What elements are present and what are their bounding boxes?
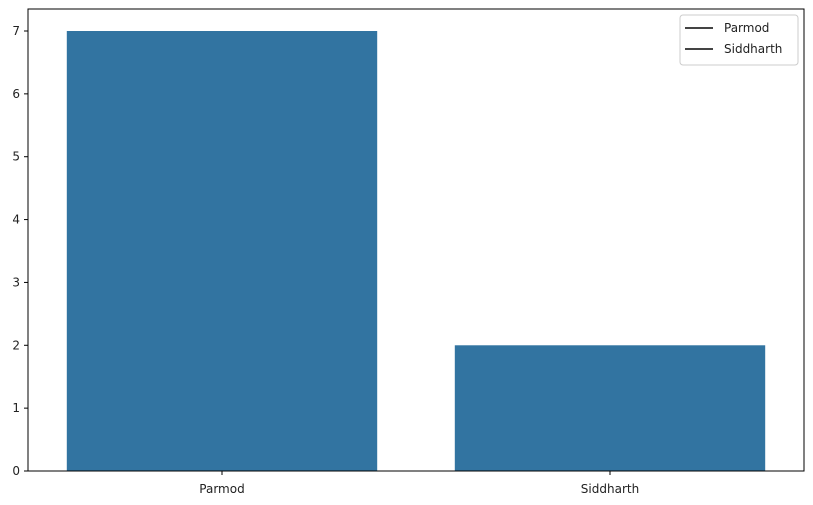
x-tick-label-siddharth: Siddharth	[581, 482, 639, 496]
legend-label-parmod: Parmod	[724, 21, 769, 35]
x-tick-label-parmod: Parmod	[199, 482, 244, 496]
y-tick-label-2: 2	[12, 338, 20, 352]
x-axis: Parmod Siddharth	[199, 471, 639, 496]
y-tick-label-4: 4	[12, 213, 20, 227]
bars	[66, 31, 766, 471]
y-tick-label-5: 5	[12, 150, 20, 164]
y-tick-label-7: 7	[12, 24, 20, 38]
legend-label-siddharth: Siddharth	[724, 42, 782, 56]
plot-frame	[27, 8, 805, 472]
y-axis: 0 1 2 3 4 5 6 7	[12, 24, 28, 478]
y-tick-label-3: 3	[12, 275, 20, 289]
y-tick-label-1: 1	[12, 401, 20, 415]
legend[interactable]: Parmod Siddharth	[679, 14, 799, 66]
y-tick-label-0: 0	[12, 464, 20, 478]
bar-parmod	[66, 31, 378, 471]
bar-siddharth	[454, 345, 766, 471]
y-tick-label-6: 6	[12, 87, 20, 101]
